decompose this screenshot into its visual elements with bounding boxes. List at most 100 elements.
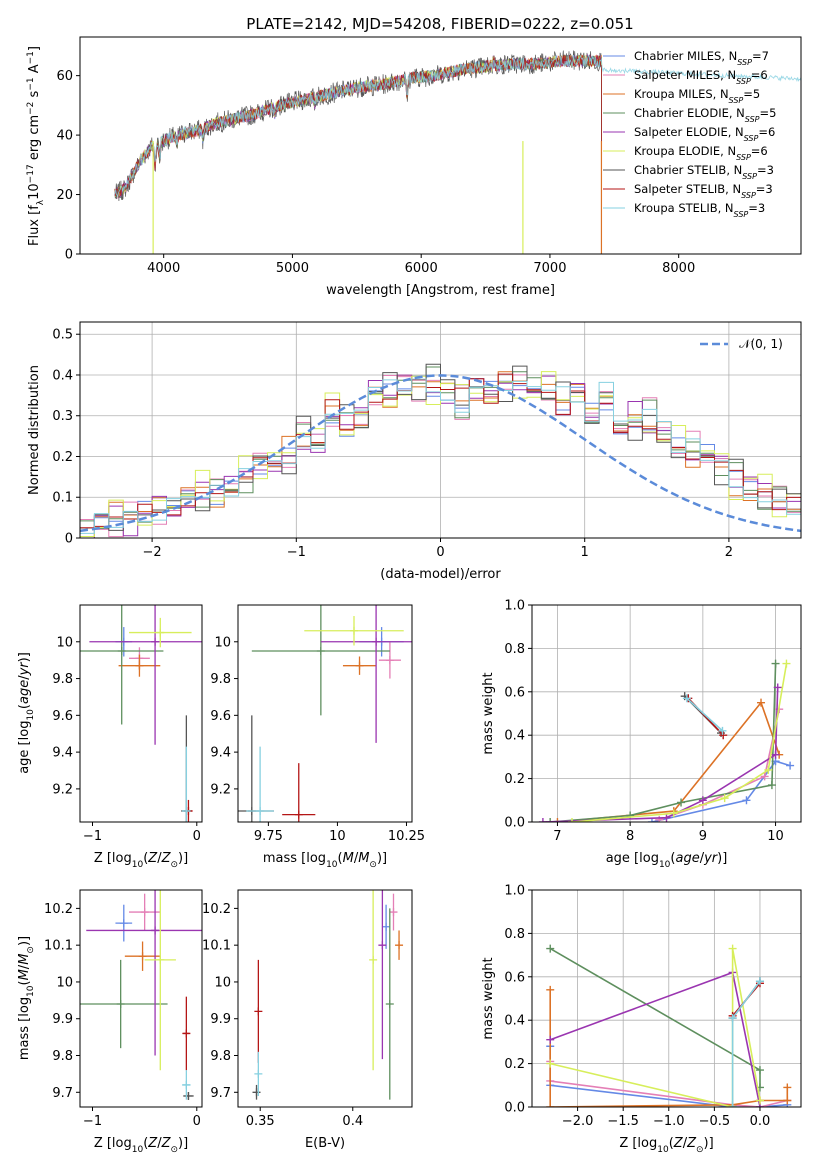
- weight-series: [549, 947, 761, 1088]
- label-part: λ: [36, 199, 46, 205]
- label-part: Z: [147, 851, 158, 866]
- label-part: −1: [26, 51, 36, 64]
- axes-mass-age: 9.75 10 10.25 9.2 9.4 9.6 9.8 10: [210, 604, 425, 844]
- weight-point: [546, 985, 555, 994]
- label-part: yr: [703, 851, 719, 866]
- point-marker: [254, 1007, 263, 1016]
- x-tick-label: 0.0: [750, 1114, 771, 1129]
- legend-part: =3: [748, 201, 765, 215]
- x-tick-label: −1: [287, 545, 306, 560]
- legend-part: SSP: [742, 172, 757, 181]
- label-part: ⊙: [369, 860, 377, 870]
- error-point: [378, 641, 401, 679]
- legend-part: =5: [760, 106, 777, 120]
- axes-frame: [79, 604, 203, 823]
- y-tick-label: 9.8: [210, 1049, 231, 1064]
- label-part: /: [17, 964, 32, 969]
- label-part: (: [17, 980, 32, 985]
- point-marker: [182, 1080, 191, 1089]
- plot-area-residuals: [80, 363, 801, 538]
- error-point: [282, 763, 316, 822]
- weight-point: [546, 1035, 555, 1044]
- x-tick-label: 0: [193, 829, 201, 844]
- residual-xlabel: (data-model)/error: [380, 567, 501, 582]
- axes-residuals: −2 −1 0 1 2 0 0.1 0.2 0.3 0.4 0.5: [52, 321, 802, 560]
- axes-age-weight: 7 8 9 10 0.0 0.2 0.4 0.6 0.8 1.0: [504, 599, 802, 844]
- x-tick-label: −1.5: [607, 1114, 639, 1129]
- label-part: )]: [704, 1136, 714, 1151]
- error-point: [89, 605, 202, 745]
- label-part: (: [338, 851, 343, 866]
- weight-point: [546, 818, 555, 822]
- label-part: Z [log: [619, 1136, 657, 1151]
- x-tick-label: 10: [767, 829, 784, 844]
- label-part: age: [675, 851, 699, 866]
- y-tick-label: 9.2: [210, 782, 231, 797]
- label-part: Flux [f: [27, 205, 42, 246]
- axes-frame: [79, 889, 203, 1108]
- legend-part: =6: [751, 144, 768, 158]
- z-mass-xlabel: Z [log10(Z/Z⊙)]: [94, 1136, 188, 1155]
- label-part: /: [157, 1136, 162, 1151]
- label-part: M: [343, 851, 354, 866]
- y-tick-label: 0.2: [504, 1057, 525, 1072]
- point-marker: [389, 908, 398, 917]
- error-point: [254, 1051, 263, 1096]
- point-marker: [294, 810, 303, 819]
- legend-part: =7: [752, 49, 769, 63]
- label-part: age [log: [606, 851, 659, 866]
- weight-point: [546, 1059, 555, 1068]
- error-point: [124, 941, 161, 971]
- error-point: [80, 605, 164, 725]
- gaussian-legend-label: 𝒩(0, 1): [739, 337, 783, 351]
- point-marker: [140, 908, 149, 917]
- label-part: )]: [178, 851, 188, 866]
- label-part: )]: [178, 1136, 188, 1151]
- point-marker: [385, 656, 394, 665]
- weight-point: [677, 798, 686, 807]
- point-marker: [385, 1000, 394, 1009]
- gaussian-curve: [80, 374, 801, 533]
- y-tick-label: 10.1: [202, 939, 231, 954]
- point-marker: [316, 646, 325, 655]
- label-part: 10: [132, 860, 144, 870]
- axes-frame: [79, 321, 802, 539]
- label-part: 10: [659, 860, 671, 870]
- spectrum-xlabel: wavelength [Angstrom, rest frame]: [326, 283, 555, 298]
- error-point: [246, 746, 274, 822]
- y-tick-label: 10.1: [44, 939, 73, 954]
- y-tick-label: 0: [65, 532, 73, 547]
- label-part: ⊙: [26, 946, 36, 954]
- x-tick-label: 6000: [405, 261, 438, 276]
- weight-point: [755, 1066, 764, 1075]
- plot-area-z-weight: [546, 944, 792, 1107]
- y-tick-label: 40: [56, 129, 73, 144]
- axes-frame: [531, 604, 802, 823]
- x-tick-label: 8000: [662, 261, 695, 276]
- weight-point: [553, 818, 562, 822]
- weight-point: [783, 1083, 792, 1092]
- legend-part: SSP: [736, 77, 751, 86]
- error-point: [395, 930, 404, 960]
- weight-point: [698, 796, 707, 805]
- legend-part: SSP: [736, 153, 751, 162]
- legend-part: SSP: [729, 96, 744, 105]
- error-point: [182, 746, 191, 822]
- point-marker: [254, 1069, 263, 1078]
- label-part: E(B-V): [305, 1136, 345, 1151]
- label-part: /: [683, 1136, 688, 1151]
- y-tick-label: 0.4: [52, 368, 73, 383]
- histogram-series: [80, 366, 801, 529]
- error-point: [182, 1070, 191, 1100]
- error-point: [251, 605, 390, 716]
- axes-frame: [531, 889, 802, 1108]
- legend-part: Kroupa STELIB, N: [634, 201, 734, 215]
- x-tick-label: 0.4: [342, 1114, 363, 1129]
- y-tick-label: 9.9: [210, 1012, 231, 1027]
- plot-area-spectrum: [114, 50, 801, 254]
- label-part: Z: [161, 1136, 172, 1151]
- label-part: (: [669, 1136, 674, 1151]
- point-marker: [378, 941, 387, 950]
